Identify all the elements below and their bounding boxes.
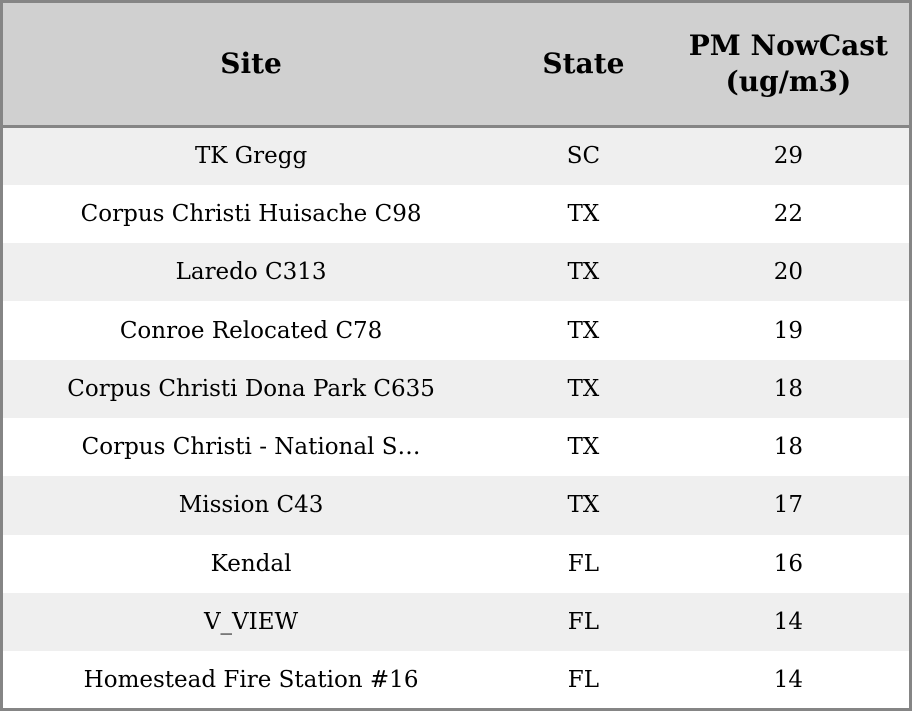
table-row: Conroe Relocated C78 TX 19 bbox=[1, 301, 911, 360]
pm-nowcast-cell: 20 bbox=[773, 259, 803, 286]
pm-nowcast-cell: 29 bbox=[773, 143, 803, 170]
table-body: TK Gregg SC 29 Corpus Christi Huisache C98 T… bbox=[1, 126, 911, 710]
state-cell: TX bbox=[567, 317, 600, 344]
site-cell: Conroe Relocated C78 bbox=[119, 317, 383, 344]
site-cell: Laredo C313 bbox=[175, 259, 327, 286]
state-cell: FL bbox=[567, 550, 600, 577]
table-row: Corpus Christi Huisache C98 TX 22 bbox=[1, 184, 911, 244]
state-cell: FL bbox=[567, 609, 600, 636]
pm-nowcast-cell: 14 bbox=[773, 609, 803, 636]
pm-nowcast-cell: 22 bbox=[773, 200, 803, 227]
table-header: Site State PM NowCast (ug/m3) bbox=[1, 1, 911, 128]
table-row: Corpus Christi Dona Park C635 TX 18 bbox=[1, 359, 911, 418]
state-cell: TX bbox=[567, 259, 600, 286]
pm-nowcast-cell: 14 bbox=[773, 666, 803, 693]
pm-nowcast-cell: 19 bbox=[773, 317, 803, 344]
state-cell: TX bbox=[567, 434, 600, 461]
table-row: TK Gregg SC 29 bbox=[1, 126, 911, 185]
table-row: V_VIEW FL 14 bbox=[1, 592, 911, 652]
state-cell: TX bbox=[567, 375, 600, 402]
table-row: Laredo C313 TX 20 bbox=[1, 243, 911, 302]
pm-nowcast-cell: 16 bbox=[773, 550, 803, 577]
pm-nowcast-cell: 17 bbox=[773, 492, 803, 519]
site-cell: Corpus Christi Dona Park C635 bbox=[67, 375, 435, 402]
site-cell: Mission C43 bbox=[178, 492, 324, 519]
site-cell: Kendal bbox=[210, 550, 292, 577]
state-cell: TX bbox=[567, 492, 600, 519]
state-cell: FL bbox=[567, 666, 600, 693]
site-cell: Corpus Christi Huisache C98 bbox=[80, 200, 422, 227]
site-cell: V_VIEW bbox=[203, 609, 299, 636]
table-row: Mission C43 TX 17 bbox=[1, 476, 911, 535]
site-cell: TK Gregg bbox=[194, 143, 308, 170]
column-header-pm-nowcast: PM NowCast (ug/m3) bbox=[667, 1, 911, 128]
column-header-site: Site bbox=[1, 1, 500, 128]
column-header-state: State bbox=[499, 1, 668, 128]
table-row: Homestead Fire Station #16 FL 14 bbox=[1, 651, 911, 710]
state-cell: SC bbox=[566, 143, 601, 170]
site-cell: Homestead Fire Station #16 bbox=[83, 666, 419, 693]
table-row: Corpus Christi - National S… TX 18 bbox=[1, 417, 911, 477]
pm-nowcast-cell: 18 bbox=[773, 434, 803, 461]
table-row: Kendal FL 16 bbox=[1, 534, 911, 593]
site-cell: Corpus Christi - National S… bbox=[81, 434, 421, 461]
pm-nowcast-cell: 18 bbox=[773, 375, 803, 402]
header-row: Site State PM NowCast (ug/m3) bbox=[1, 1, 911, 128]
state-cell: TX bbox=[567, 200, 600, 227]
